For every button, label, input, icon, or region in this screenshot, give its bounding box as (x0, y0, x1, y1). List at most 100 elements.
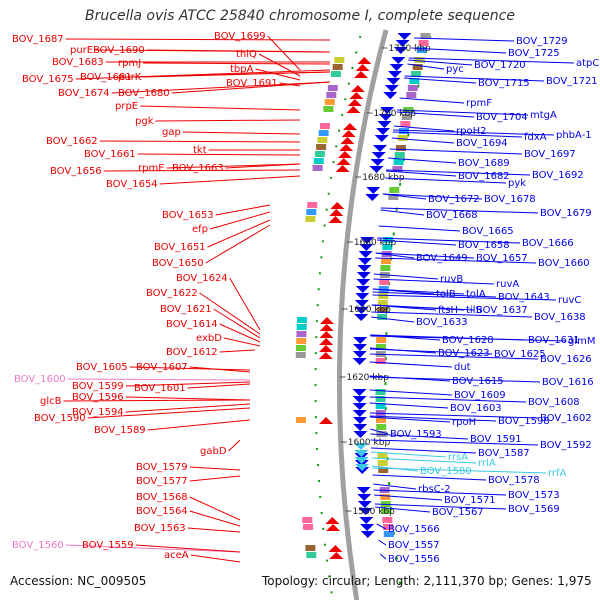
gene-label: ftsH (438, 305, 458, 316)
gene-label: purK (118, 72, 142, 83)
label-leader-line (413, 37, 515, 42)
label-leader-line (399, 97, 465, 104)
topology-label: Topology: circular; Length: 2,111,370 bp… (262, 574, 592, 588)
label-leader-line (187, 383, 251, 389)
gene-label: BOV_1675 (22, 74, 74, 85)
label-leader-line (65, 38, 331, 41)
forward-strand-gene (353, 431, 368, 438)
gene-label: BOV_1621 (160, 304, 212, 315)
label-leader-line (388, 157, 457, 164)
cog-category-block (381, 258, 392, 264)
gene-label: BOV_1624 (176, 273, 228, 284)
label-leader-line (215, 204, 271, 216)
gene-label: BOV_1631 (528, 335, 580, 346)
label-leader-line (228, 439, 241, 452)
gene-label: BOV_1656 (50, 166, 102, 177)
label-leader-line (209, 211, 271, 230)
cog-category-block (316, 144, 327, 150)
label-leader-line (87, 407, 251, 419)
gene-label: BOV_1598 (498, 416, 550, 427)
reverse-strand-gene (350, 85, 365, 92)
label-leader-line (392, 131, 523, 138)
gene-label: BOV_1559 (82, 540, 134, 551)
gene-label: BOV_1587 (478, 448, 530, 459)
forward-strand-gene (380, 107, 395, 114)
reverse-strand-gene (355, 64, 370, 71)
gene-label: glmM (568, 336, 596, 347)
gene-label: BOV_1679 (540, 208, 592, 219)
label-leader-line (374, 494, 443, 501)
label-leader-line (103, 169, 301, 172)
gene-label: tolA (466, 289, 486, 300)
label-leader-line (372, 294, 557, 301)
label-leader-line (375, 506, 431, 513)
gene-label: BOV_1571 (444, 495, 496, 506)
cog-category-block (307, 202, 318, 208)
forward-strand-gene (376, 128, 391, 135)
label-leader-line (279, 82, 301, 87)
cog-category-block (388, 194, 399, 200)
gene-label: BOV_1661 (84, 149, 136, 160)
label-leader-line (147, 419, 251, 431)
cog-category-block (295, 345, 306, 351)
gene-label: BOV_1592 (540, 440, 592, 451)
gene-label: BOV_1591 (470, 434, 522, 445)
label-leader-line (369, 376, 541, 383)
axis-tick-label: 1580 kbp (352, 507, 395, 517)
label-leader-line (75, 69, 331, 80)
gene-label: BOV_1614 (166, 319, 218, 330)
gene-label: dut (454, 362, 471, 373)
gene-label: ruvB (440, 274, 463, 285)
gene-label: BOV_1580 (420, 466, 472, 477)
cog-category-block (317, 137, 328, 143)
gene-label: BOV_1609 (454, 390, 506, 401)
gene-label: BOV_1596 (72, 392, 124, 403)
gene-label: BOV_1650 (152, 258, 204, 269)
label-leader-line (374, 503, 507, 510)
cog-category-block (383, 237, 394, 243)
gene-label: BOV_1663 (172, 163, 224, 174)
label-leader-line (393, 125, 455, 132)
rrna-gene (353, 443, 368, 450)
cog-category-block (296, 324, 307, 330)
gene-label: BOV_1599 (72, 381, 124, 392)
gene-label: BOV_1557 (388, 540, 440, 551)
gene-label: BOV_1665 (462, 226, 514, 237)
forward-strand-gene (354, 307, 369, 314)
forward-strand-gene (352, 358, 367, 365)
cog-category-block (379, 279, 390, 285)
reverse-strand-gene (329, 209, 344, 216)
cog-category-block (375, 403, 386, 409)
forward-strand-gene (352, 396, 367, 403)
cog-category-block (323, 106, 334, 112)
forward-strand-gene (386, 78, 401, 85)
label-leader-line (372, 291, 497, 298)
forward-strand-gene (384, 85, 399, 92)
gene-label: rpoH2 (456, 126, 486, 137)
cog-category-block (418, 40, 429, 46)
label-leader-line (213, 308, 261, 339)
label-leader-line (189, 496, 241, 521)
label-leader-line (407, 63, 445, 70)
axis-tick-label: 1700 kbp (374, 109, 417, 119)
gene-label: BOV_1601 (134, 383, 186, 394)
forward-strand-gene (352, 344, 367, 351)
cog-category-block (401, 114, 412, 120)
label-leader-line (370, 335, 567, 342)
gene-label: BOV_1657 (476, 253, 528, 264)
label-leader-line (408, 57, 575, 64)
forward-strand-gene (352, 403, 367, 410)
forward-strand-gene (377, 121, 392, 128)
gene-label: BOV_1577 (136, 476, 188, 487)
gene-label: BOV_1566 (388, 524, 440, 535)
gene-label: BOV_1633 (416, 317, 468, 328)
forward-strand-gene (352, 417, 367, 424)
cog-category-block (295, 352, 306, 358)
reverse-strand-gene (336, 158, 351, 165)
gene-label: BOV_1593 (390, 429, 442, 440)
forward-strand-gene (356, 279, 371, 286)
cog-category-block (383, 524, 394, 530)
reverse-strand-gene (341, 130, 356, 137)
gene-label: BOV_1697 (524, 149, 576, 160)
gene-label: BOV_1674 (58, 88, 110, 99)
